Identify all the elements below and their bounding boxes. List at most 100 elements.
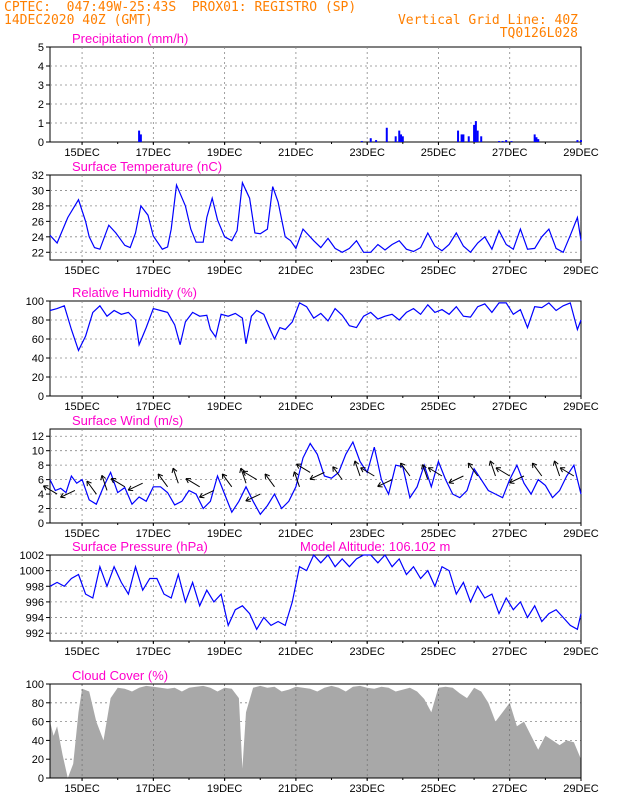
wind-wind-arrow-head [488, 460, 491, 466]
wind-y-tick-label: 4 [38, 489, 44, 501]
wind-wind-arrow-head [222, 473, 228, 477]
precipitation-bar [476, 130, 479, 142]
humidity-y-tick-label: 100 [26, 296, 44, 308]
wind-wind-arrow-head [509, 478, 513, 484]
wind-wind-arrow-head [292, 471, 295, 477]
precipitation-bar [533, 134, 536, 142]
precipitation-x-tick-label: 19DEC [207, 147, 243, 159]
pressure-y-tick-label: 994 [26, 613, 44, 625]
pressure-y-tick-label: 1000 [20, 566, 44, 578]
wind-wind-arrow [101, 475, 108, 491]
precipitation-x-tick-label: 23DEC [349, 147, 385, 159]
wind-y-tick-label: 8 [38, 460, 44, 472]
wind-wind-arrow-head [42, 485, 47, 491]
precipitation-bar [467, 136, 470, 142]
wind-wind-arrow-head [532, 462, 538, 466]
precipitation-bar [505, 140, 508, 142]
wind-wind-arrow-head [127, 485, 132, 491]
wind-x-tick-label: 17DEC [136, 528, 172, 540]
wind-y-tick-label: 2 [38, 504, 44, 516]
temperature-y-tick-label: 24 [32, 232, 44, 244]
wind-wind-arrow-head [86, 480, 92, 484]
pressure-x-tick-label: 25DEC [421, 646, 457, 658]
wind-wind-arrow [240, 467, 247, 484]
cloud-cover-x-tick-label: 17DEC [136, 783, 172, 795]
wind-wind-arrow-head [400, 462, 406, 466]
precipitation-y-tick-label: 4 [38, 61, 44, 73]
precipitation-bar [139, 134, 142, 142]
pressure-line [49, 553, 582, 631]
wind-wind-arrow [531, 462, 543, 477]
wind-wind-arrow-head [468, 462, 474, 466]
pressure-annotation: Model Altitude: 106.102 m [300, 539, 450, 554]
humidity-x-tick-label: 19DEC [207, 401, 243, 413]
header-grid-line: Vertical Grid Line: 40Z [397, 13, 578, 28]
wind-x-tick-label: 21DEC [278, 528, 314, 540]
humidity-y-tick-label: 20 [32, 372, 44, 384]
wind-y-tick-label: 10 [32, 446, 44, 458]
wind-wind-arrow [157, 473, 169, 488]
wind-wind-arrow-head [264, 473, 270, 477]
temperature-y-tick-label: 22 [32, 247, 44, 259]
humidity-title: Relative Humidity (%) [72, 285, 197, 300]
wind-frame [49, 428, 582, 524]
temperature-y-tick-label: 30 [32, 185, 44, 197]
wind-wind-arrow-head [332, 466, 338, 470]
precipitation-x-tick-label: 29DEC [563, 147, 599, 159]
wind-wind-arrow [221, 473, 233, 488]
pressure-x-tick-label: 17DEC [136, 646, 172, 658]
precipitation-x-tick-label: 27DEC [492, 147, 528, 159]
wind-x-tick-label: 15DEC [64, 528, 100, 540]
wind-wind-arrow-head [185, 478, 189, 484]
wind-wind-arrow-head [354, 460, 360, 465]
precipitation-bar [385, 127, 388, 142]
pressure-x-tick-label: 29DEC [563, 646, 599, 658]
precipitation-bar [535, 137, 538, 142]
wind-wind-arrow [172, 467, 179, 484]
cloud-cover-x-tick-label: 21DEC [278, 783, 314, 795]
wind-wind-arrow [495, 467, 510, 477]
wind-y-tick-label: 12 [32, 431, 44, 443]
wind-wind-arrow [509, 475, 525, 484]
cloud-cover-y-tick-label: 20 [32, 754, 44, 766]
wind-wind-arrow-head [489, 460, 495, 465]
humidity-y-tick-label: 60 [32, 334, 44, 346]
cloud-cover-x-tick-label: 25DEC [421, 783, 457, 795]
wind-wind-arrow [296, 463, 311, 473]
temperature-x-tick-label: 29DEC [563, 265, 599, 277]
pressure-x-tick-label: 19DEC [207, 646, 243, 658]
pressure-x-tick-label: 23DEC [349, 646, 385, 658]
cloud-cover-x-tick-label: 29DEC [563, 783, 599, 795]
wind-wind-arrow-head [559, 467, 563, 473]
wind-wind-arrow [428, 467, 443, 477]
humidity-x-tick-label: 27DEC [492, 401, 528, 413]
temperature-x-tick-label: 27DEC [492, 265, 528, 277]
wind-wind-arrow [293, 471, 300, 488]
cloud-cover-frame-over [49, 683, 582, 779]
precipitation-bar [400, 134, 403, 142]
wind-wind-arrow-head [552, 460, 555, 466]
wind-wind-arrow [110, 478, 126, 488]
wind-wind-arrow-head [377, 482, 381, 487]
pressure-y-tick-label: 1002 [20, 550, 44, 562]
wind-wind-arrow-head [296, 463, 300, 469]
humidity-x-tick-label: 29DEC [563, 401, 599, 413]
wind-wind-arrow [43, 485, 58, 495]
temperature-panel: 15DEC 17DEC 19DEC 21DEC 23DEC 25DEC 27DEC 29DEC… [32, 159, 599, 277]
precipitation-bar [498, 141, 501, 142]
temperature-title: Surface Temperature (nC) [72, 159, 222, 174]
wind-x-tick-label: 19DEC [207, 528, 243, 540]
humidity-x-tick-label: 17DEC [136, 401, 172, 413]
wind-wind-arrow [86, 480, 97, 495]
precipitation-bar [510, 141, 513, 142]
wind-title: Surface Wind (m/s) [72, 413, 183, 428]
temperature-y-tick-label: 28 [32, 201, 44, 213]
precipitation-bar [580, 140, 582, 142]
wind-wind-arrow [242, 470, 257, 481]
wind-wind-arrow-head [448, 478, 453, 484]
header-title: CPTEC: 047:49W-25:43S PROX01: REGISTRO (… [4, 0, 357, 15]
cloud-cover-y-tick-label: 0 [38, 773, 44, 785]
pressure-x-tick-label: 27DEC [492, 646, 528, 658]
precipitation-bar [460, 134, 463, 142]
